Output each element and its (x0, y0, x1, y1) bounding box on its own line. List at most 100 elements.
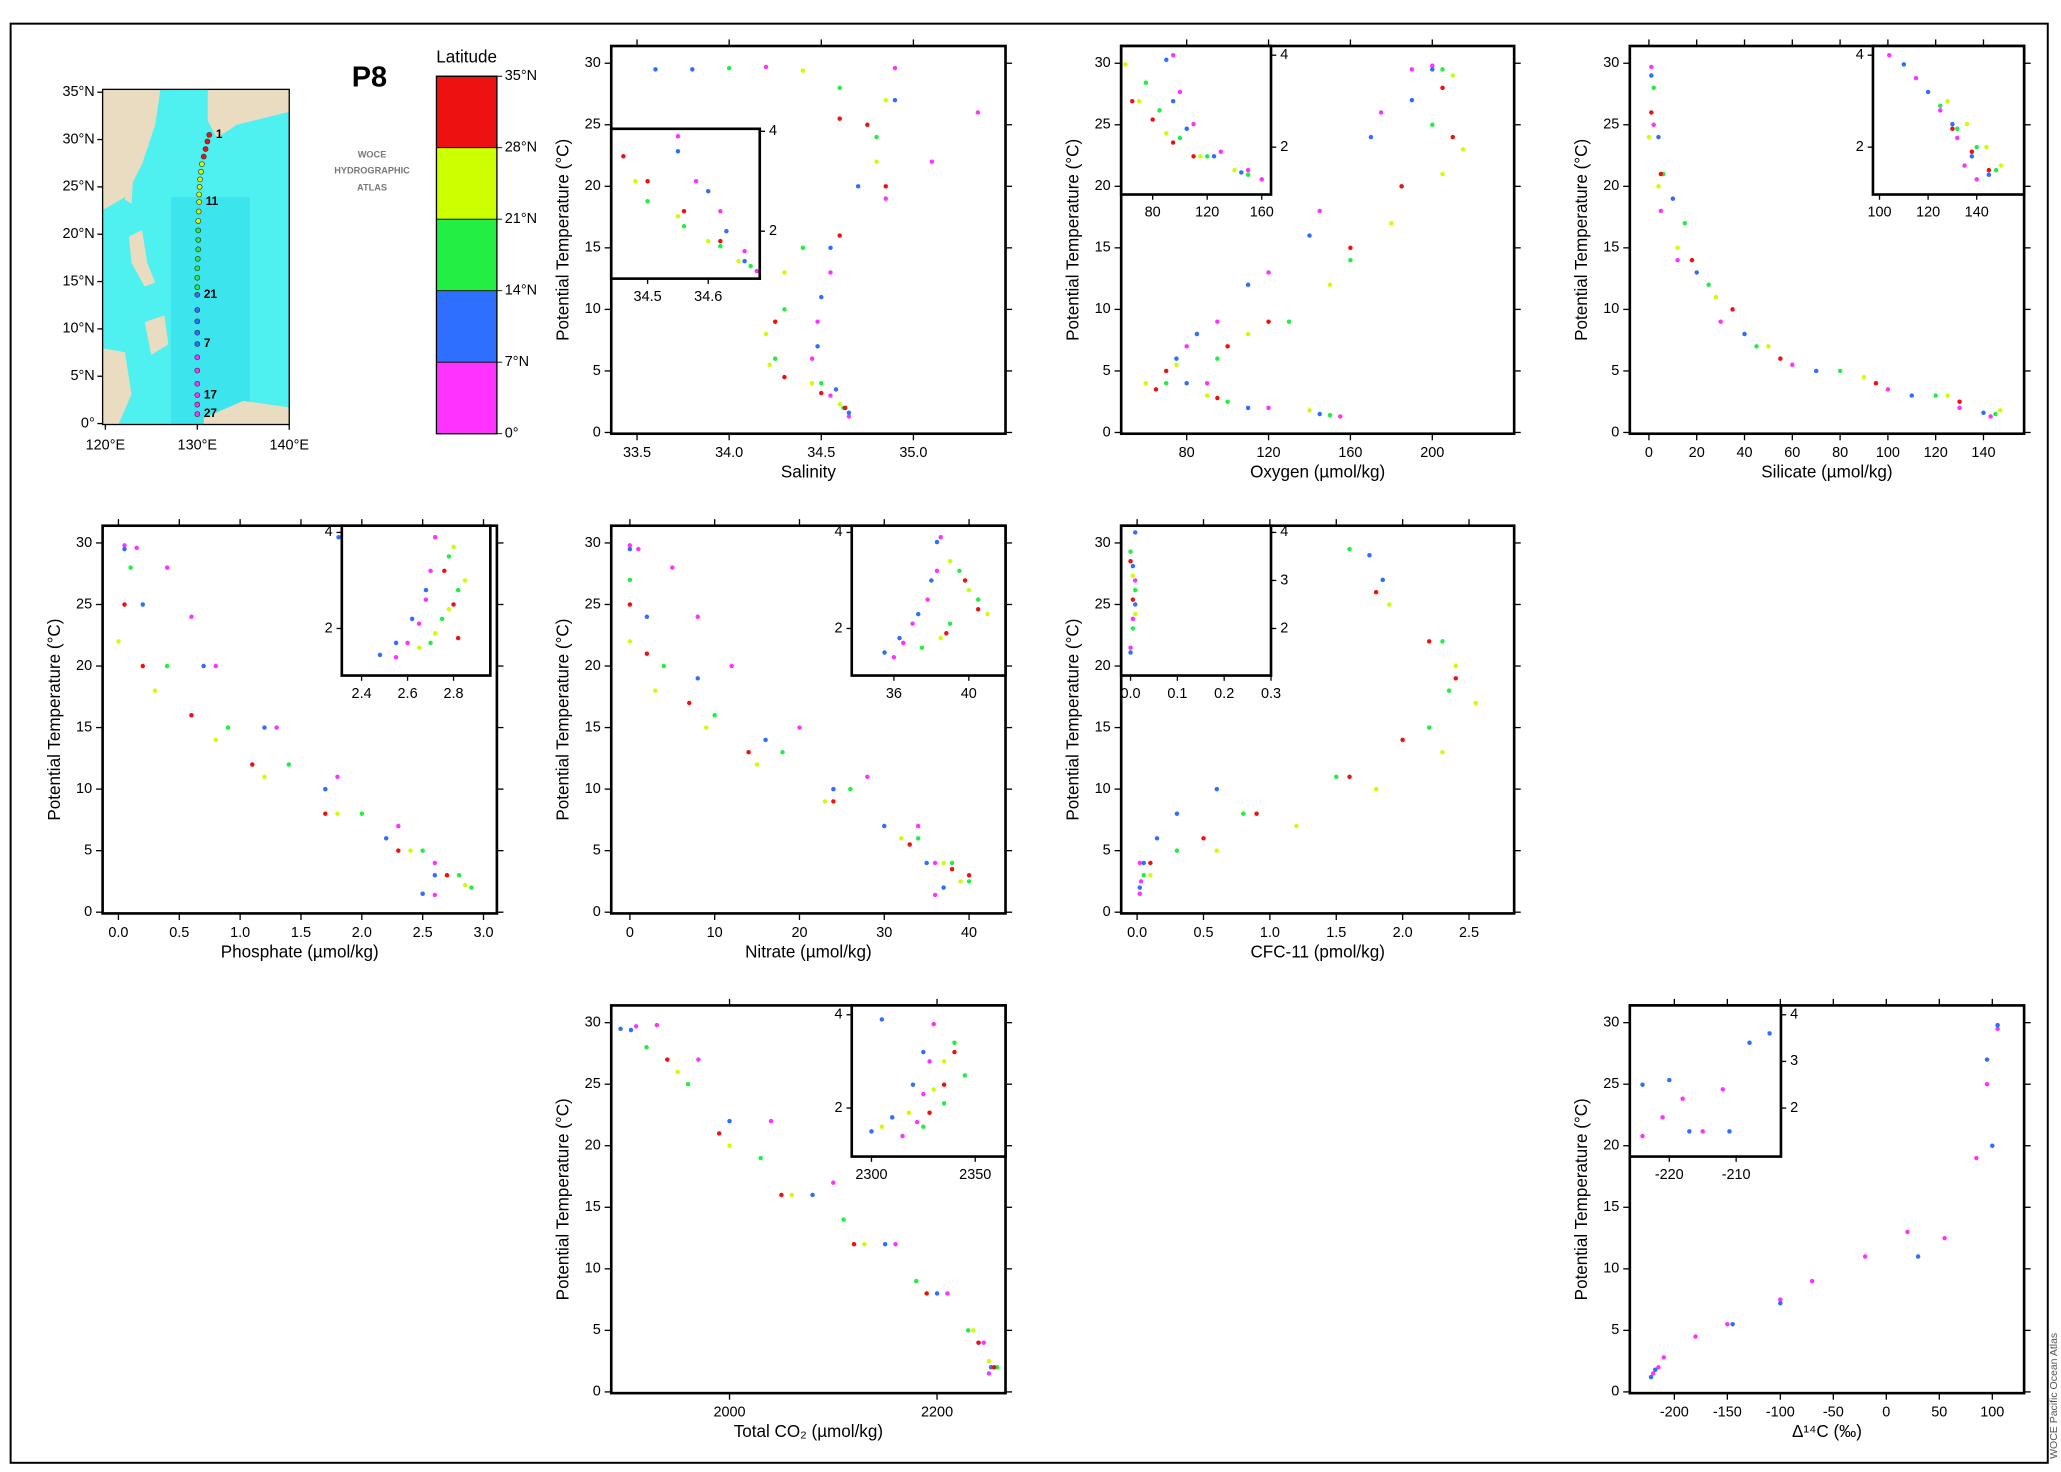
data-point (726, 65, 732, 71)
land (124, 181, 133, 204)
y-tick-label: 10 (1095, 301, 1111, 317)
data-point (1974, 1155, 1979, 1161)
station (199, 161, 205, 167)
data-point (1215, 356, 1220, 361)
y-axis-label: Potential Temperature (°C) (1572, 1098, 1591, 1300)
data-point (1997, 408, 2003, 413)
data-point (1400, 737, 1405, 743)
data-point (988, 1365, 994, 1370)
map-x-tick-label: 140°E (269, 437, 309, 453)
data-point (1214, 786, 1220, 792)
data-point (837, 233, 842, 238)
credit: WOCE Pacific Ocean Atlas (2048, 1333, 2060, 1459)
data-point (627, 546, 633, 552)
station (194, 341, 201, 347)
y-tick-label: 30 (76, 535, 92, 551)
data-point (1387, 602, 1392, 607)
plot-frame (1119, 524, 1516, 915)
data-point (1317, 208, 1322, 214)
y-tick-label: 25 (585, 596, 601, 612)
data-point (929, 159, 935, 164)
data-point (1981, 410, 1986, 416)
data-point (428, 640, 433, 646)
data-point (1754, 344, 1759, 349)
inset-frame (1119, 524, 1273, 677)
data-point (1157, 108, 1162, 113)
y-tick-label: 15 (1603, 240, 1619, 256)
data-point (1347, 774, 1352, 780)
data-point (1174, 362, 1179, 368)
data-point (900, 1133, 905, 1139)
data-point (1653, 1367, 1658, 1372)
data-point (262, 725, 267, 730)
data-point (201, 663, 206, 669)
x-tick-label: -100 (1766, 1405, 1795, 1421)
inset-x-tick-label: 36 (886, 686, 902, 702)
data-point (742, 248, 747, 254)
data-point (675, 149, 681, 154)
data-point (986, 1371, 992, 1376)
data-point (780, 749, 785, 755)
data-point (335, 774, 340, 780)
data-point (432, 860, 438, 866)
x-tick-label: 0.0 (108, 925, 128, 941)
data-point (116, 639, 121, 644)
data-point (1327, 282, 1333, 288)
colorbar-title: Latitude (436, 47, 497, 66)
data-point (323, 811, 328, 816)
y-tick-label: 10 (1095, 781, 1111, 797)
data-point (274, 725, 279, 730)
data-point (1718, 319, 1723, 324)
data-point (837, 85, 842, 91)
data-point (1430, 122, 1435, 128)
data-point (893, 1241, 898, 1247)
data-point (994, 1365, 1000, 1370)
data-point (1128, 645, 1133, 650)
data-point (1656, 184, 1661, 189)
y-tick-label: 10 (585, 1261, 601, 1277)
data-point (1742, 331, 1747, 337)
data-point (446, 554, 452, 559)
inset-y-tick-label: 4 (769, 123, 777, 139)
colorbar-band (436, 76, 497, 148)
inset-x-tick-label: 80 (1145, 205, 1161, 221)
data-point (1191, 154, 1196, 159)
data-point (1650, 1371, 1656, 1376)
data-point (1373, 786, 1379, 792)
data-point (1254, 811, 1259, 816)
inset-x-tick-label: 2.6 (398, 686, 418, 702)
inset-frame (1628, 1004, 1783, 1158)
station (194, 318, 201, 325)
x-tick-label: 2.0 (1393, 925, 1413, 941)
data-point (851, 1241, 857, 1247)
data-point (1334, 774, 1339, 780)
inset-x-tick-label: 2.4 (352, 686, 372, 702)
data-point (944, 631, 949, 636)
data-point (758, 1155, 763, 1161)
data-point (1367, 553, 1372, 558)
logo-text: HYDROGRAPHIC (334, 165, 410, 175)
data-point (335, 811, 340, 816)
data-point (627, 577, 633, 583)
data-point (976, 1340, 981, 1345)
data-point (1649, 64, 1654, 70)
station (194, 392, 201, 398)
data-point (772, 319, 778, 324)
data-point (831, 786, 836, 792)
y-tick-label: 20 (585, 658, 601, 674)
y-tick-label: 30 (585, 1014, 601, 1030)
data-point (1984, 1057, 1990, 1062)
data-point (189, 614, 194, 620)
colorbar-tick-label: 28°N (505, 140, 537, 156)
inset-x-tick-label: 2300 (855, 1167, 887, 1183)
y-tick-label: 20 (585, 1138, 601, 1154)
data-point (882, 1241, 888, 1247)
data-point (1955, 126, 1960, 131)
data-point (941, 885, 946, 890)
x-tick-label: 1.5 (291, 925, 311, 941)
data-point (1990, 1143, 1995, 1148)
data-point (809, 356, 815, 361)
station-label: 21 (204, 287, 218, 301)
y-tick-label: 25 (1603, 1076, 1619, 1092)
data-point (962, 1073, 968, 1078)
